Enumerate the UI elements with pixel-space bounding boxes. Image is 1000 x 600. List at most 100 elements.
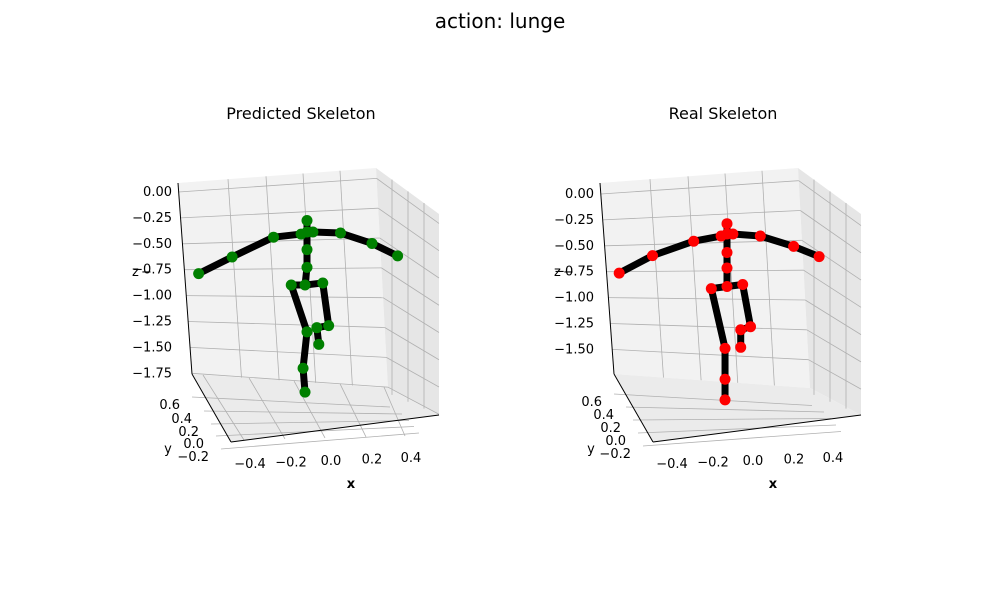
y-tick-label: 0.6 [159, 398, 180, 413]
joint-marker [334, 227, 346, 239]
joint-marker [301, 244, 313, 256]
z-tick-label: −0.25 [554, 213, 594, 228]
bone [756, 232, 798, 250]
x-axis-line [652, 414, 862, 443]
x-tick-label: 0.4 [823, 451, 844, 466]
predicted-skeleton-axes: Predicted Skeleton x y z − 0.00 −0.25 −0.5… [132, 104, 440, 492]
joint-marker [754, 230, 766, 242]
grid-line [227, 179, 242, 378]
x-tick-label: 0.2 [362, 453, 383, 468]
joint-marker [735, 324, 747, 336]
grid-line [625, 406, 825, 413]
grid-line [642, 431, 842, 447]
grid-line [610, 323, 807, 331]
y-tick-label: 0.6 [581, 395, 602, 410]
x-tick-label: −0.2 [697, 456, 729, 471]
bone [195, 253, 236, 278]
joint-marker [721, 262, 733, 274]
joint-marker [613, 267, 625, 279]
joint-marker [301, 261, 313, 273]
joint-marker [299, 386, 311, 398]
skeleton-joints [613, 218, 825, 406]
grid-line [202, 374, 245, 441]
joint-marker [307, 226, 319, 238]
figure-title: action: lunge [435, 9, 566, 33]
joint-marker [285, 279, 297, 291]
axis-lines [177, 182, 440, 443]
grid-line [178, 177, 377, 193]
grid-line [761, 170, 775, 386]
joint-marker [366, 237, 378, 249]
grid-line [191, 372, 388, 388]
grid-line [803, 269, 862, 308]
grid-line [687, 176, 702, 381]
z-axis-line [599, 182, 615, 375]
grid-line [649, 179, 664, 378]
y-axis-line [191, 373, 232, 443]
skeleton-joints [193, 215, 404, 398]
predicted-x-axis-label: x [347, 477, 356, 492]
predicted-y-axis-label: y [164, 442, 172, 457]
joint-marker [317, 277, 329, 289]
z-tick-label: −1.00 [554, 291, 594, 306]
bone [228, 233, 278, 261]
z-tick-label: 0.00 [565, 187, 594, 202]
joint-marker [705, 283, 717, 295]
y-tick-label: 0.2 [178, 425, 199, 440]
joint-marker [727, 228, 739, 240]
grid-line [808, 359, 862, 390]
grid-line [265, 176, 280, 381]
y-tick-label: 0.0 [183, 437, 204, 452]
joint-marker [323, 320, 335, 332]
joint-marker [301, 215, 313, 227]
axis-lines [599, 182, 862, 443]
grid-line [203, 410, 403, 415]
real-y-axis-label: y [587, 442, 595, 457]
real-x-axis-label: x [769, 477, 778, 492]
joint-marker [721, 281, 733, 293]
grid-line [381, 267, 440, 306]
x-tick-label: 0.2 [784, 453, 805, 468]
z-tick-label: −1.75 [132, 366, 172, 381]
joint-marker [719, 373, 731, 385]
z-tick-label: −1.50 [554, 342, 594, 357]
bone [287, 281, 311, 336]
grid-line [613, 393, 813, 406]
grid-line [220, 432, 420, 450]
joint-marker [301, 326, 313, 338]
x-tick-label: 0.0 [321, 454, 342, 469]
joint-marker [313, 338, 325, 350]
joint-marker [299, 279, 311, 291]
grid-line [800, 210, 862, 254]
grid-line [602, 210, 801, 221]
grid [178, 170, 440, 450]
z-tick-label: −0.25 [132, 211, 172, 226]
grid-line [248, 377, 286, 440]
z-tick-label: 0.00 [143, 185, 172, 200]
joint-marker [719, 342, 731, 354]
grid-line [377, 207, 440, 252]
grid-line [384, 327, 440, 361]
grid-line [182, 237, 380, 245]
joint-marker [226, 251, 238, 263]
x-tick-label: −0.4 [656, 457, 688, 472]
grid-line [210, 420, 410, 425]
real-z-axis-label: z [554, 265, 561, 280]
bone [649, 237, 698, 260]
back-pane [600, 168, 810, 388]
bone [707, 285, 729, 352]
grid-line [801, 240, 862, 281]
joint-marker [745, 321, 757, 333]
x-axis-line [230, 414, 440, 443]
z-tick-label: −1.50 [132, 340, 172, 355]
joint-marker [392, 250, 404, 262]
joint-marker [735, 341, 747, 353]
bone [739, 280, 755, 331]
real-z-axis-label-arrow: − [563, 265, 574, 280]
joint-marker [311, 322, 323, 334]
y-axis-line [613, 373, 654, 443]
z-tick-label: −1.00 [132, 289, 172, 304]
real-skeleton-axes: Real Skeleton x y z − 0.00 −0.25 −0.50 −0.7… [554, 104, 862, 492]
joint-marker [647, 250, 659, 262]
